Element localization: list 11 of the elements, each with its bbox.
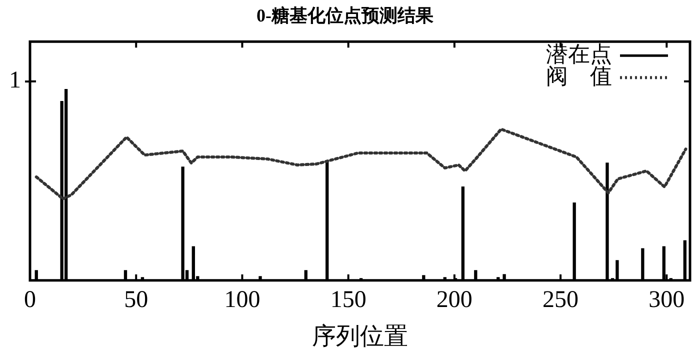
x-tick-label: 100 xyxy=(224,287,260,314)
x-tick-label: 250 xyxy=(542,287,579,314)
chart-title: 0-糖基化位点预测结果 xyxy=(256,5,434,26)
x-tick-label: 300 xyxy=(648,287,685,314)
legend-label: 潜在点 xyxy=(546,41,612,66)
y-tick-label: 1 xyxy=(9,68,21,94)
x-tick-label: 0 xyxy=(24,287,36,314)
x-tick-label: 50 xyxy=(124,287,148,314)
x-axis-title: 序列位置 xyxy=(312,322,408,350)
x-tick-label: 150 xyxy=(330,287,366,314)
x-tick-label: 200 xyxy=(436,287,472,314)
